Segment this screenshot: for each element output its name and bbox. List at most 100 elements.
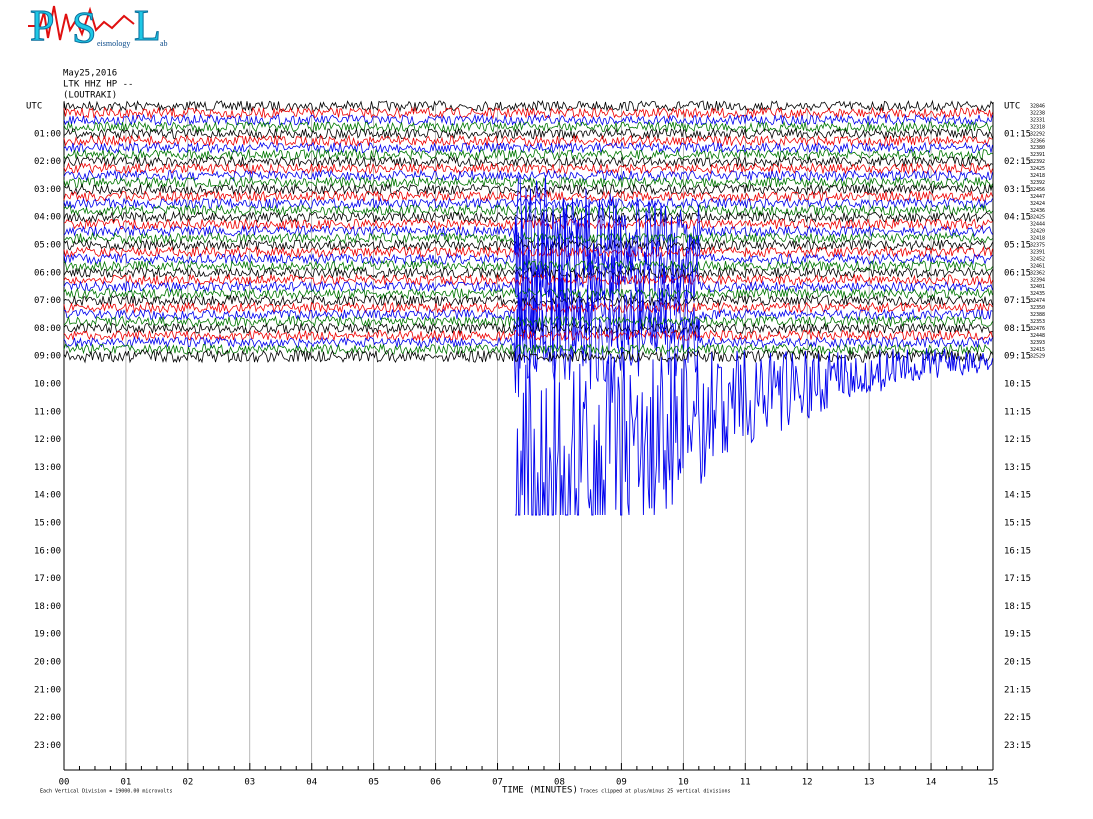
hour-label: 16:00 xyxy=(34,546,61,556)
trace-value: 32435 xyxy=(1030,291,1045,297)
hour-label: 06:15 xyxy=(1004,268,1031,278)
x-tick-label: 04 xyxy=(306,778,317,788)
trace-value: 32425 xyxy=(1030,215,1045,221)
hour-label: 18:15 xyxy=(1004,602,1031,612)
x-tick-label: 08 xyxy=(554,778,565,788)
trace xyxy=(63,169,993,182)
trace-value: 32452 xyxy=(1030,256,1045,262)
trace xyxy=(63,208,993,318)
trace xyxy=(63,176,993,189)
trace xyxy=(63,162,993,176)
trace-value: 32448 xyxy=(1030,333,1045,339)
hour-label: 12:15 xyxy=(1004,435,1031,445)
trace xyxy=(63,190,993,203)
x-tick-label: 02 xyxy=(182,778,193,788)
hour-label: 22:00 xyxy=(34,713,61,723)
hour-label: 15:00 xyxy=(34,519,61,529)
trace xyxy=(63,328,993,342)
x-tick-label: 12 xyxy=(802,778,813,788)
hour-label: 20:00 xyxy=(34,658,61,668)
hour-label: 13:15 xyxy=(1004,463,1031,473)
trace xyxy=(63,349,993,364)
hour-label: 11:15 xyxy=(1004,407,1031,417)
hour-label: 22:15 xyxy=(1004,713,1031,723)
footer-note: Each Vertical Division = 19000.00 microv… xyxy=(40,789,172,795)
trace xyxy=(63,134,993,148)
hour-label: 02:15 xyxy=(1004,157,1031,167)
footer-note: Traces clipped at plus/minus 25 vertical… xyxy=(580,789,731,795)
x-tick-label: 09 xyxy=(616,778,627,788)
hour-label: 18:00 xyxy=(34,602,61,612)
hour-label: 02:00 xyxy=(34,157,61,167)
x-tick-label: 01 xyxy=(121,778,132,788)
trace-value: 32353 xyxy=(1030,319,1045,325)
trace-value: 32476 xyxy=(1030,326,1045,332)
trace-value: 32456 xyxy=(1030,187,1045,193)
trace xyxy=(63,218,993,231)
hour-label: 01:15 xyxy=(1004,129,1031,139)
header-location: (LOUTRAKI) xyxy=(63,91,117,101)
trace-value: 32461 xyxy=(1030,263,1045,269)
logo-letter: P xyxy=(30,1,54,50)
x-tick-label: 11 xyxy=(740,778,751,788)
trace-value: 32331 xyxy=(1030,117,1045,123)
trace xyxy=(63,342,993,356)
hour-label: 03:15 xyxy=(1004,185,1031,195)
hour-label: 12:00 xyxy=(34,435,61,445)
logo-word: eismology xyxy=(97,39,130,48)
hour-label: 04:15 xyxy=(1004,213,1031,223)
hour-label: 15:15 xyxy=(1004,519,1031,529)
trace-value: 32418 xyxy=(1030,173,1045,179)
hour-label: 07:00 xyxy=(34,296,61,306)
hour-label: 09:15 xyxy=(1004,352,1031,362)
trace xyxy=(63,269,993,370)
trace-value: 32418 xyxy=(1030,236,1045,242)
logo-word: ab xyxy=(160,39,168,48)
hour-label: 09:00 xyxy=(34,352,61,362)
header-station: LTK HHZ HP -- xyxy=(63,80,133,90)
header-date: May25,2016 xyxy=(63,69,117,79)
logo-wave xyxy=(28,5,135,41)
trace-value: 32392 xyxy=(1030,159,1045,165)
trace xyxy=(63,203,993,217)
trace-value: 32375 xyxy=(1030,243,1045,249)
hour-label: 23:00 xyxy=(34,741,61,751)
trace-value: 32444 xyxy=(1030,222,1045,228)
trace xyxy=(63,196,993,210)
trace-value: 32447 xyxy=(1030,194,1045,200)
trace-value: 32394 xyxy=(1030,277,1045,283)
trace-value: 32401 xyxy=(1030,284,1045,290)
hour-label: 05:00 xyxy=(34,241,61,251)
x-tick-label: 10 xyxy=(678,778,689,788)
hour-label: 07:15 xyxy=(1004,296,1031,306)
trace xyxy=(63,182,993,196)
x-tick-label: 00 xyxy=(59,778,70,788)
hour-label: 08:00 xyxy=(34,324,61,334)
trace xyxy=(63,210,993,224)
x-tick-label: 05 xyxy=(368,778,379,788)
trace-value: 32420 xyxy=(1030,229,1045,235)
hour-label: 16:15 xyxy=(1004,546,1031,556)
x-tick-label: 03 xyxy=(244,778,255,788)
trace xyxy=(63,226,993,340)
trace xyxy=(63,120,993,134)
trace xyxy=(63,141,993,155)
trace-value: 32362 xyxy=(1030,270,1045,276)
x-tick-label: 07 xyxy=(492,778,503,788)
trace xyxy=(63,245,993,259)
hour-label: 17:00 xyxy=(34,574,61,584)
hour-label: 10:15 xyxy=(1004,380,1031,390)
trace-value: 32391 xyxy=(1030,249,1045,255)
hour-label: 14:00 xyxy=(34,491,61,501)
trace xyxy=(63,321,993,335)
hour-label: 10:00 xyxy=(34,380,61,390)
trace-value: 32292 xyxy=(1030,131,1045,137)
trace-value: 32350 xyxy=(1030,305,1045,311)
trace-value: 32388 xyxy=(1030,312,1045,318)
hour-label: 13:00 xyxy=(34,463,61,473)
hour-label: 06:00 xyxy=(34,268,61,278)
trace xyxy=(63,238,993,252)
x-tick-label: 13 xyxy=(864,778,875,788)
trace-value: 32238 xyxy=(1030,110,1045,116)
